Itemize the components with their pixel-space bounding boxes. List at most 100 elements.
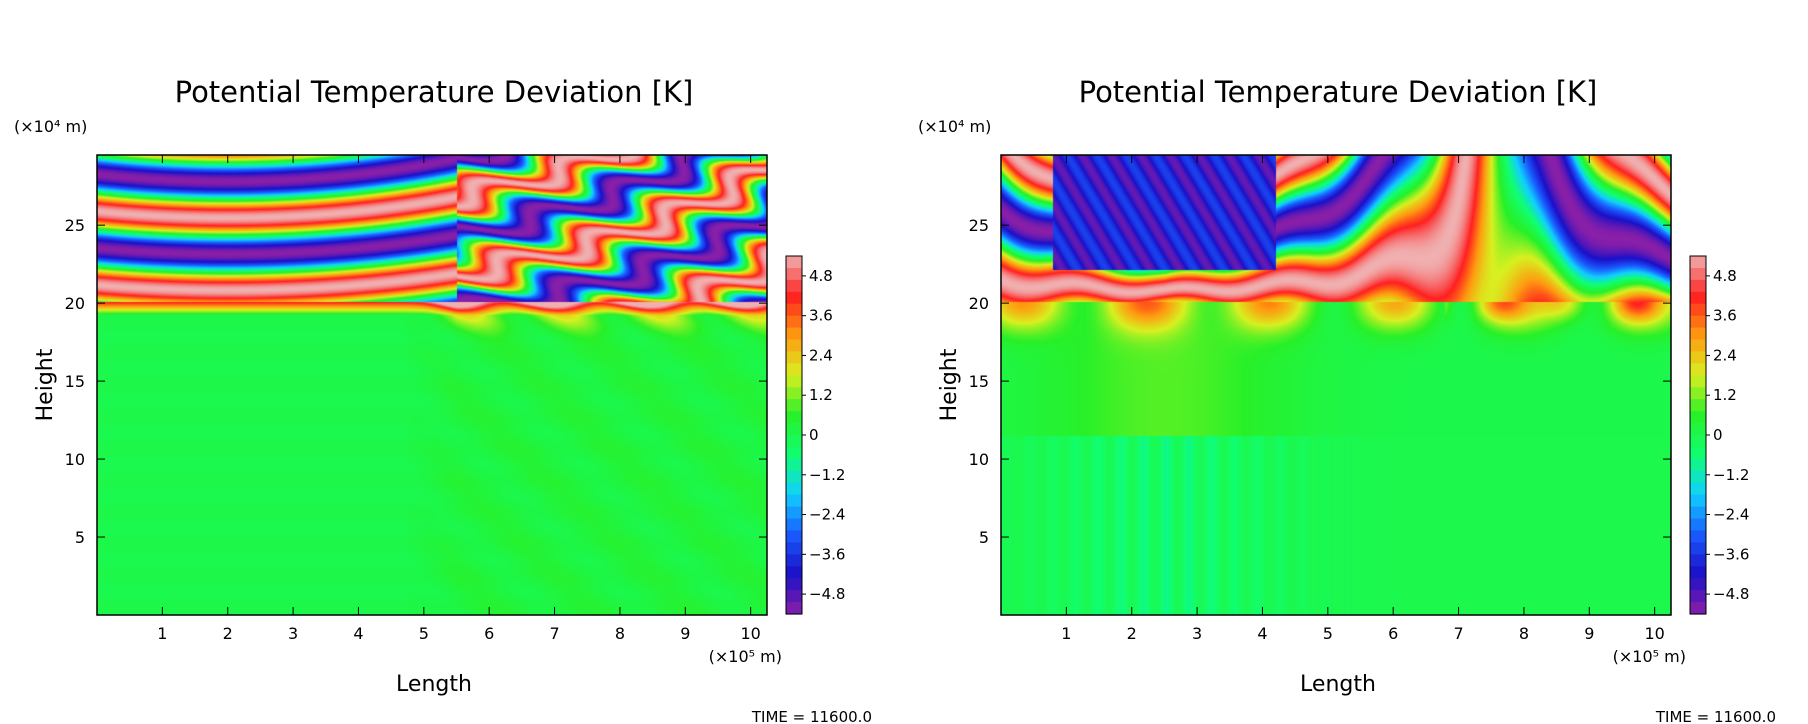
colorbar-swatch [786,375,802,388]
colorbar-label: −3.6 [1713,545,1749,563]
colorbar-swatch [1690,279,1706,293]
x-axis-label: Length [1300,672,1376,697]
x-tick-label: 1 [1061,624,1071,643]
plot-frame [96,154,768,616]
colorbar-label: −1.2 [1713,466,1749,484]
x-tick-label: 10 [740,624,760,643]
colorbar-swatch [786,423,802,436]
x-tick-label: 6 [484,624,494,643]
colorbar-swatch [1690,602,1706,615]
colorbar-swatch [1690,566,1706,579]
x-tick-label: 1 [157,624,167,643]
colorbar-swatch [1690,375,1706,388]
colorbar-label: 0 [809,426,819,444]
colorbar-swatch [786,470,802,484]
colorbar-swatch [786,303,802,317]
x-tick-label: 2 [1127,624,1137,643]
colorbar-label: −4.8 [809,585,845,603]
colorbar-label: 1.2 [1713,386,1737,404]
y-tick-label: 5 [75,528,85,547]
x-tick-label: 7 [1453,624,1463,643]
colorbar-swatch [786,411,802,424]
x-tick-label: 7 [549,624,559,643]
colorbar-swatch [786,506,802,520]
colorbar-swatch [786,256,802,269]
colorbar-swatch [786,399,802,412]
colorbar-swatch [786,363,802,376]
colorbar-swatch [786,578,802,591]
plot-frame [1000,154,1672,616]
colorbar-swatch [1690,590,1706,603]
colorbar-swatch [1690,303,1706,317]
colorbar-swatch [1690,494,1706,508]
colorbar-swatch [786,590,802,603]
colorbar-swatch [1690,327,1706,341]
y-axis-label: Height [33,348,58,421]
colorbar-label: 4.8 [1713,267,1737,285]
colorbar-swatch [786,518,802,532]
colorbar-swatch [786,566,802,579]
colorbar-swatch [1690,291,1706,305]
y-tick-label: 15 [65,372,85,391]
chart-panel-left: Potential Temperature Deviation [K] (×10… [14,75,872,724]
colorbar: 4.8 3.6 2.4 1.2 0 −1.2 −2.4 −3.6 −4.8 [785,255,845,615]
x-tick-label: 8 [1519,624,1529,643]
colorbar-swatch [1690,530,1706,543]
x-unit-label: (×10⁵ m) [709,647,782,666]
colorbar-swatch [1690,267,1706,281]
colorbar-swatch [1690,470,1706,484]
colorbar-label: 3.6 [809,307,833,325]
colorbar-swatch [786,542,802,555]
y-tick-label: 15 [969,372,989,391]
x-tick-label: 4 [1257,624,1267,643]
plot-area [1000,154,1672,616]
y-unit-label: (×10⁴ m) [14,117,87,136]
x-tick-label: 9 [680,624,690,643]
colorbar-swatch [1690,518,1706,532]
y-tick-label: 5 [979,528,989,547]
colorbar: 4.8 3.6 2.4 1.2 0 −1.2 −2.4 −3.6 −4.8 [1689,255,1749,615]
colorbar-label: −3.6 [809,545,845,563]
chart-panel-right: Potential Temperature Deviation [K] (×10… [904,0,1808,724]
colorbar-swatch [1690,506,1706,520]
chart-title: Potential Temperature Deviation [K] [175,75,694,109]
colorbar-swatch [786,339,802,353]
chart-svg-left: Potential Temperature Deviation [K] (×10… [14,75,872,724]
colorbar-swatch [786,291,802,305]
colorbar-swatch [786,530,802,543]
colorbar-swatch [786,267,802,281]
colorbar-swatch [786,482,802,496]
colorbar-label: −1.2 [809,466,845,484]
colorbar-label: −4.8 [1713,585,1749,603]
colorbar-swatch [1690,411,1706,424]
colorbar-swatch [1690,256,1706,269]
colorbar-swatch [1690,482,1706,496]
heatmap-field [1001,155,1671,615]
colorbar-label: 2.4 [809,346,833,364]
y-axis-label: Height [937,348,962,421]
colorbar-swatch [786,446,802,460]
colorbar-swatch [1690,387,1706,400]
colorbar-swatch [1690,423,1706,436]
y-unit-label: (×10⁴ m) [918,117,991,136]
y-tick-label: 10 [969,450,989,469]
colorbar-swatch [1690,399,1706,412]
colorbar-swatch [786,279,802,293]
x-tick-label: 2 [223,624,233,643]
colorbar-swatch [1690,458,1706,472]
heatmap-field [97,155,767,615]
x-unit-label: (×10⁵ m) [1613,647,1686,666]
y-tick-label: 20 [65,294,85,313]
colorbar-swatch [786,387,802,400]
colorbar-label: 2.4 [1713,346,1737,364]
x-tick-label: 5 [1323,624,1333,643]
colorbar-swatch [1690,363,1706,376]
colorbar-label: 0 [1713,426,1723,444]
x-axis-label: Length [396,672,472,697]
colorbar-swatch [1690,339,1706,353]
chart-svg-right: Potential Temperature Deviation [K] (×10… [918,75,1776,724]
colorbar-swatch [786,435,802,448]
colorbar-swatch [1690,542,1706,555]
colorbar-label: 3.6 [1713,307,1737,325]
colorbar-swatch [786,351,802,364]
